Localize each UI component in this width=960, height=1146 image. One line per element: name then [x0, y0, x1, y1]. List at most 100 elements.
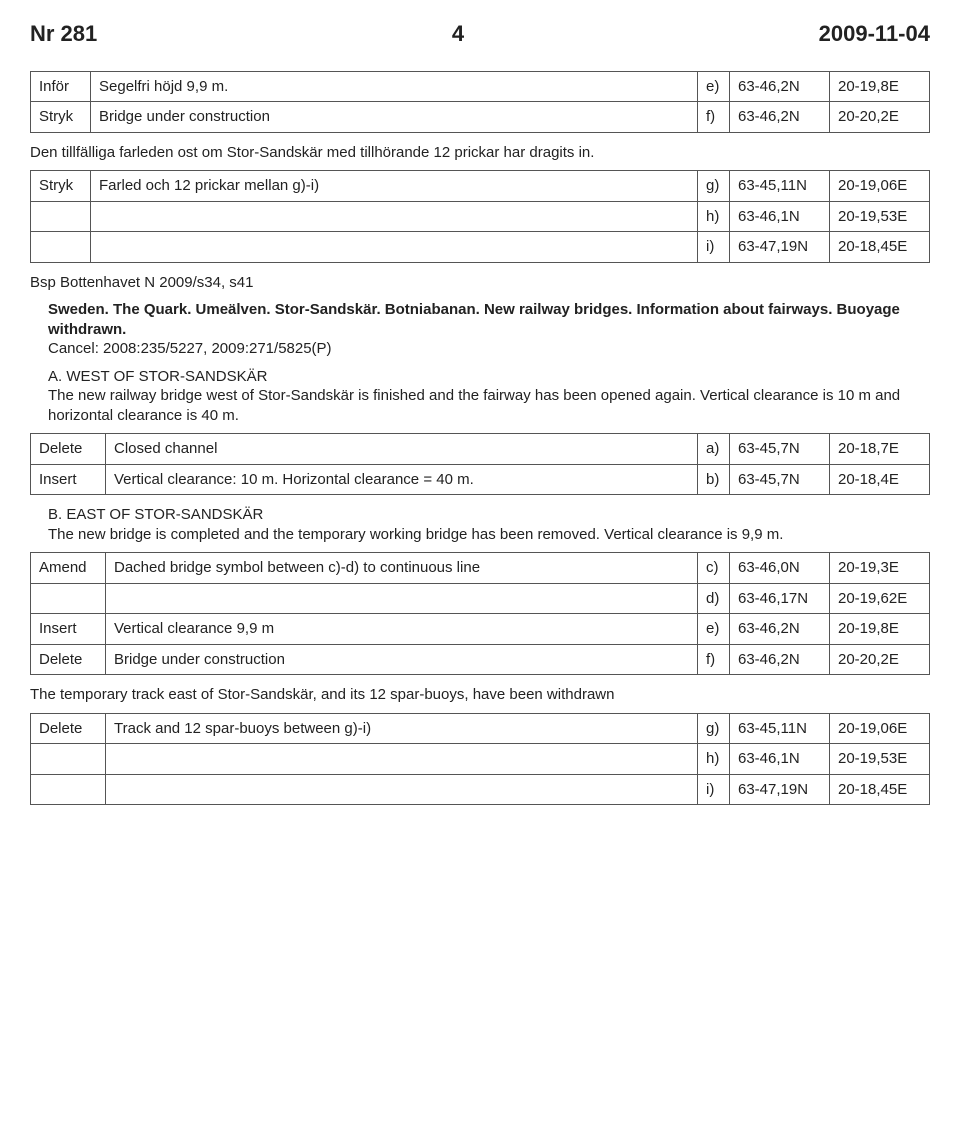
table-row: i) 63-47,19N 20-18,45E [31, 774, 930, 805]
table-row: Amend Dached bridge symbol between c)-d)… [31, 553, 930, 584]
cell-desc [106, 774, 698, 805]
table-row: Insert Vertical clearance 9,9 m e) 63-46… [31, 614, 930, 645]
cell-coord1: 63-45,11N [730, 713, 830, 744]
cell-coord1: 63-46,1N [730, 744, 830, 775]
cell-action: Delete [31, 644, 106, 675]
cell-letter: h) [698, 201, 730, 232]
cell-coord2: 20-19,06E [830, 713, 930, 744]
cell-desc [91, 232, 698, 263]
cell-letter: a) [698, 434, 730, 465]
cell-action [31, 232, 91, 263]
section-a: A. WEST OF STOR-SANDSKÄR The new railway… [48, 367, 930, 426]
cell-letter: e) [698, 71, 730, 102]
cell-action: Delete [31, 713, 106, 744]
cell-letter: g) [698, 713, 730, 744]
cell-action [31, 201, 91, 232]
cell-coord1: 63-46,2N [730, 614, 830, 645]
cell-coord2: 20-19,06E [830, 171, 930, 202]
cell-coord1: 63-46,2N [730, 644, 830, 675]
cell-desc: Bridge under construction [91, 102, 698, 133]
cell-action [31, 744, 106, 775]
cell-coord1: 63-46,0N [730, 553, 830, 584]
table-row: Delete Bridge under construction f) 63-4… [31, 644, 930, 675]
cancel-line: Cancel: 2008:235/5227, 2009:271/5825(P) [48, 340, 332, 357]
table-row: d) 63-46,17N 20-19,62E [31, 583, 930, 614]
cell-letter: f) [698, 102, 730, 133]
cell-coord2: 20-18,7E [830, 434, 930, 465]
cell-desc: Segelfri höjd 9,9 m. [91, 71, 698, 102]
table-row: Stryk Farled och 12 prickar mellan g)-i)… [31, 171, 930, 202]
table-row: Insert Vertical clearance: 10 m. Horizon… [31, 464, 930, 495]
cell-action: Inför [31, 71, 91, 102]
cell-coord1: 63-46,2N [730, 71, 830, 102]
cell-action: Insert [31, 614, 106, 645]
section-b-title: B. EAST OF STOR-SANDSKÄR [48, 506, 263, 523]
header-left: Nr 281 [30, 20, 97, 49]
table-5: Delete Track and 12 spar-buoys between g… [30, 713, 930, 806]
cell-action: Insert [31, 464, 106, 495]
cell-desc: Farled och 12 prickar mellan g)-i) [91, 171, 698, 202]
page: Nr 281 4 2009-11-04 Inför Segelfri höjd … [0, 0, 960, 855]
table-row: Delete Track and 12 spar-buoys between g… [31, 713, 930, 744]
cell-coord1: 63-45,7N [730, 434, 830, 465]
cell-letter: d) [698, 583, 730, 614]
cell-action [31, 583, 106, 614]
cell-desc: Bridge under construction [106, 644, 698, 675]
cell-desc: Vertical clearance 9,9 m [106, 614, 698, 645]
table-3: Delete Closed channel a) 63-45,7N 20-18,… [30, 433, 930, 495]
cell-coord2: 20-19,8E [830, 614, 930, 645]
cell-desc [106, 744, 698, 775]
cell-letter: i) [698, 232, 730, 263]
cell-letter: c) [698, 553, 730, 584]
header-right: 2009-11-04 [819, 20, 930, 49]
table-row: i) 63-47,19N 20-18,45E [31, 232, 930, 263]
cell-coord2: 20-19,53E [830, 744, 930, 775]
cell-coord2: 20-18,4E [830, 464, 930, 495]
table-row: h) 63-46,1N 20-19,53E [31, 201, 930, 232]
cell-coord1: 63-46,2N [730, 102, 830, 133]
table-row: Delete Closed channel a) 63-45,7N 20-18,… [31, 434, 930, 465]
paragraph-1: Den tillfälliga farleden ost om Stor-San… [30, 143, 930, 163]
cell-action: Stryk [31, 102, 91, 133]
bold-block: Sweden. The Quark. Umeälven. Stor-Sandsk… [48, 301, 900, 338]
cell-coord2: 20-18,45E [830, 774, 930, 805]
cell-action: Stryk [31, 171, 91, 202]
table-1: Inför Segelfri höjd 9,9 m. e) 63-46,2N 2… [30, 71, 930, 133]
cell-action [31, 774, 106, 805]
info-block: Sweden. The Quark. Umeälven. Stor-Sandsk… [48, 300, 930, 359]
section-a-body: The new railway bridge west of Stor-Sand… [48, 387, 900, 424]
page-header: Nr 281 4 2009-11-04 [30, 20, 930, 49]
cell-coord1: 63-46,17N [730, 583, 830, 614]
cell-coord1: 63-47,19N [730, 774, 830, 805]
table-row: Stryk Bridge under construction f) 63-46… [31, 102, 930, 133]
bsp-line: Bsp Bottenhavet N 2009/s34, s41 [30, 273, 930, 293]
cell-coord2: 20-18,45E [830, 232, 930, 263]
cell-letter: e) [698, 614, 730, 645]
table-row: Inför Segelfri höjd 9,9 m. e) 63-46,2N 2… [31, 71, 930, 102]
cell-letter: g) [698, 171, 730, 202]
cell-desc: Closed channel [106, 434, 698, 465]
cell-desc: Track and 12 spar-buoys between g)-i) [106, 713, 698, 744]
table-4: Amend Dached bridge symbol between c)-d)… [30, 552, 930, 675]
cell-coord2: 20-19,53E [830, 201, 930, 232]
section-b-body: The new bridge is completed and the temp… [48, 526, 783, 543]
cell-desc: Dached bridge symbol between c)-d) to co… [106, 553, 698, 584]
cell-coord1: 63-45,7N [730, 464, 830, 495]
cell-action: Amend [31, 553, 106, 584]
cell-coord1: 63-45,11N [730, 171, 830, 202]
cell-letter: h) [698, 744, 730, 775]
cell-action: Delete [31, 434, 106, 465]
cell-desc: Vertical clearance: 10 m. Horizontal cle… [106, 464, 698, 495]
cell-coord2: 20-19,8E [830, 71, 930, 102]
table-2: Stryk Farled och 12 prickar mellan g)-i)… [30, 170, 930, 263]
table-row: h) 63-46,1N 20-19,53E [31, 744, 930, 775]
header-center: 4 [452, 20, 464, 49]
cell-coord2: 20-20,2E [830, 644, 930, 675]
cell-coord2: 20-19,62E [830, 583, 930, 614]
section-b: B. EAST OF STOR-SANDSKÄR The new bridge … [48, 505, 930, 544]
paragraph-withdrawn: The temporary track east of Stor-Sandskä… [30, 685, 930, 705]
cell-letter: i) [698, 774, 730, 805]
cell-letter: f) [698, 644, 730, 675]
cell-desc [106, 583, 698, 614]
cell-coord1: 63-47,19N [730, 232, 830, 263]
